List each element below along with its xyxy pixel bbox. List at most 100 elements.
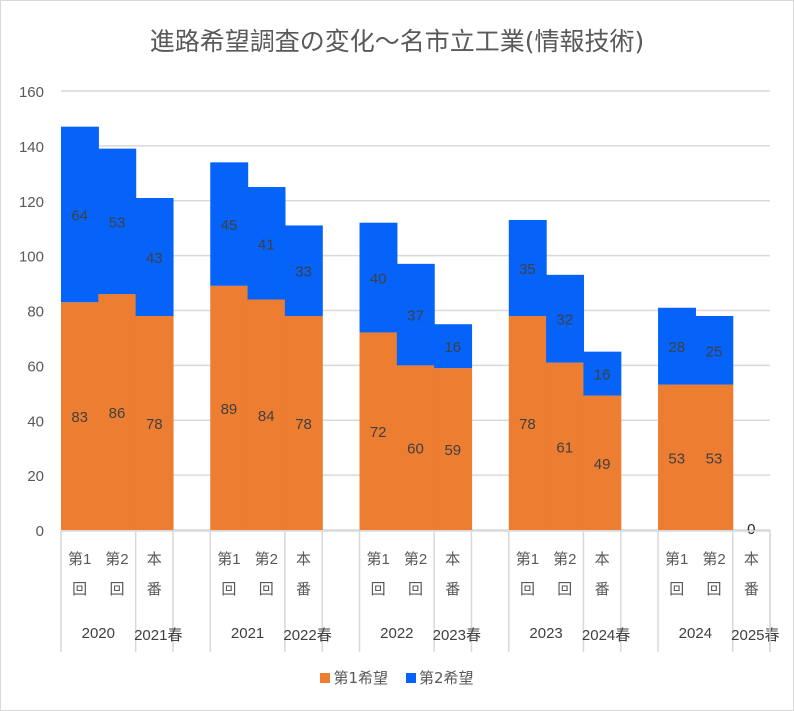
bar-segment-first-choice xyxy=(434,368,473,530)
x-group-label-spring: 2022春 xyxy=(283,627,331,644)
data-label: 25 xyxy=(706,343,723,360)
data-label: 84 xyxy=(258,408,275,425)
legend-item-first-choice: 第1希望 xyxy=(320,667,388,688)
x-category-label: 第1 xyxy=(665,550,688,568)
bar-segment-second-choice xyxy=(396,263,435,366)
data-label: 78 xyxy=(295,416,312,433)
x-category-label: 第1 xyxy=(217,550,240,568)
bar-segment-first-choice xyxy=(247,299,286,530)
bar-segment-first-choice xyxy=(695,384,734,530)
data-label: 60 xyxy=(407,441,424,458)
bar-segment-second-choice xyxy=(210,162,249,286)
x-category-label: 第2 xyxy=(553,550,576,568)
x-group-label-spring: 2021春 xyxy=(134,627,182,644)
x-category-label: 第2 xyxy=(404,550,427,568)
x-category-label: 回 xyxy=(707,581,722,598)
data-label: 37 xyxy=(407,308,424,325)
x-category-label: 本 xyxy=(445,551,460,568)
y-tick-label: 120 xyxy=(19,194,44,211)
y-tick-label: 140 xyxy=(19,139,44,156)
data-label: 83 xyxy=(71,409,88,426)
data-label: 59 xyxy=(444,442,461,459)
x-category-label: 本 xyxy=(595,551,610,568)
bar-segment-second-choice xyxy=(695,315,734,385)
bar-segment-second-choice xyxy=(98,148,137,295)
y-tick-label: 40 xyxy=(27,413,44,430)
x-category-label: 番 xyxy=(147,581,162,598)
bar-segment-first-choice xyxy=(61,302,99,530)
y-tick-label: 0 xyxy=(36,523,44,540)
x-group-label-spring: 2024春 xyxy=(582,627,630,644)
x-category-label: 回 xyxy=(557,581,572,598)
x-category-label: 回 xyxy=(72,581,87,598)
x-group-label-year: 2020 xyxy=(82,625,115,642)
y-tick-label: 20 xyxy=(27,468,44,485)
legend-label-first-choice: 第1希望 xyxy=(333,669,388,687)
y-tick-label: 160 xyxy=(19,84,44,101)
data-label: 33 xyxy=(295,264,312,281)
bar-segment-first-choice xyxy=(210,285,249,530)
data-label: 53 xyxy=(706,450,723,467)
x-group-label-year: 2024 xyxy=(679,625,712,642)
bar-segment-second-choice xyxy=(658,307,696,385)
x-category-label: 回 xyxy=(520,581,535,598)
x-category-label: 第1 xyxy=(367,550,390,568)
x-category-label: 番 xyxy=(595,581,610,598)
y-tick-label: 100 xyxy=(19,249,44,266)
x-category-label: 第1 xyxy=(516,550,539,568)
data-label: 40 xyxy=(370,271,387,288)
x-category-label: 第2 xyxy=(105,550,128,568)
x-category-label: 番 xyxy=(744,581,759,598)
x-category-label: 番 xyxy=(445,581,460,598)
data-label: 53 xyxy=(109,214,126,231)
data-label: 89 xyxy=(221,401,238,418)
data-label: 32 xyxy=(556,312,573,329)
x-group-label-year: 2021 xyxy=(231,625,264,642)
x-category-label: 回 xyxy=(669,581,684,598)
y-tick-label: 80 xyxy=(27,304,44,321)
bar-segment-first-choice xyxy=(396,365,435,530)
x-category-label: 回 xyxy=(259,581,274,598)
x-category-label: 回 xyxy=(408,581,423,598)
x-group-label-spring: 2023春 xyxy=(433,627,481,644)
data-label: 41 xyxy=(258,236,275,253)
bar-segment-second-choice xyxy=(546,274,585,363)
legend-label-second-choice: 第2希望 xyxy=(419,669,474,687)
data-label: 78 xyxy=(146,416,163,433)
data-label: 49 xyxy=(594,456,611,473)
legend: 第1希望 第2希望 xyxy=(0,667,794,688)
bar-segment-first-choice xyxy=(508,315,547,530)
bar-segment-first-choice xyxy=(359,332,398,530)
bar-segment-first-choice xyxy=(98,294,137,530)
bar-segment-second-choice xyxy=(284,225,323,316)
bar-segment-second-choice xyxy=(359,222,398,333)
data-label: 61 xyxy=(556,439,573,456)
data-label: 86 xyxy=(109,405,126,422)
bar-segment-first-choice xyxy=(135,315,174,530)
chart-title: 進路希望調査の変化～名市立工業(情報技術) xyxy=(149,27,645,56)
x-category-label: 回 xyxy=(109,581,124,598)
x-category-label: 番 xyxy=(296,581,311,598)
bar-segment-second-choice xyxy=(61,126,99,303)
x-group-label-spring: 2025春 xyxy=(731,627,779,644)
data-label: 16 xyxy=(444,339,461,356)
x-category-label: 第2 xyxy=(255,550,278,568)
data-label: 28 xyxy=(668,339,685,356)
x-category-label: 回 xyxy=(221,581,236,598)
x-category-label: 本 xyxy=(296,551,311,568)
data-label: 53 xyxy=(668,450,685,467)
bar-segment-first-choice xyxy=(658,384,696,530)
data-label: 16 xyxy=(594,367,611,384)
x-category-label: 第1 xyxy=(68,550,91,568)
x-category-label: 本 xyxy=(147,551,162,568)
legend-swatch-first-choice xyxy=(320,672,331,683)
x-category-label: 本 xyxy=(744,551,759,568)
bar-segment-second-choice xyxy=(135,198,174,316)
bar-segment-second-choice xyxy=(583,351,622,396)
data-label: 72 xyxy=(370,424,387,441)
x-category-label: 第2 xyxy=(702,550,725,568)
legend-swatch-second-choice xyxy=(406,672,416,683)
data-label: 78 xyxy=(519,416,536,433)
data-label: 43 xyxy=(146,250,163,267)
